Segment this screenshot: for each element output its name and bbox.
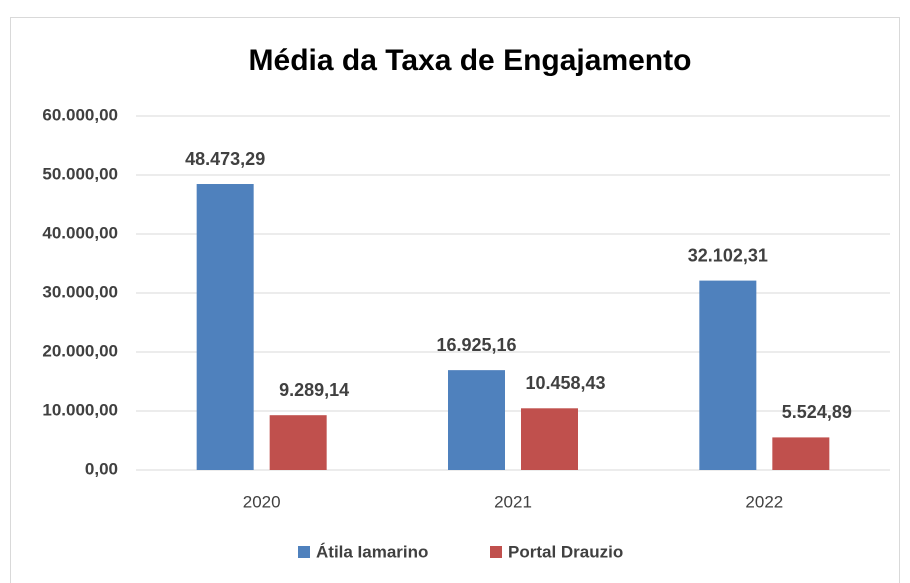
y-tick-label: 20.000,00 [42, 341, 118, 360]
value-label: 16.925,16 [436, 335, 516, 355]
x-tick-label: 2022 [745, 492, 783, 511]
x-tick-label: 2021 [494, 492, 532, 511]
y-tick-label: 0,00 [85, 459, 118, 478]
legend-swatch [298, 546, 310, 558]
x-tick-label: 2020 [243, 492, 281, 511]
bar [521, 408, 578, 470]
y-tick-label: 10.000,00 [42, 400, 118, 419]
legend-label: Portal Drauzio [508, 542, 623, 561]
legend-label: Átila Iamarino [316, 542, 428, 561]
bar [699, 280, 757, 470]
y-tick-label: 50.000,00 [42, 164, 118, 183]
y-tick-label: 60.000,00 [42, 105, 118, 124]
bar [448, 370, 505, 470]
y-tick-label: 30.000,00 [42, 282, 118, 301]
chart-title: Média da Taxa de Engajamento [249, 44, 692, 77]
bar [772, 437, 830, 470]
bar [269, 415, 327, 470]
value-label: 5.524,89 [782, 402, 852, 422]
value-label: 48.473,29 [185, 149, 265, 169]
y-tick-label: 40.000,00 [42, 223, 118, 242]
value-label: 10.458,43 [525, 373, 605, 393]
bar [196, 184, 254, 471]
value-label: 32.102,31 [688, 245, 768, 265]
legend-swatch [490, 546, 502, 558]
value-label: 9.289,14 [279, 380, 349, 400]
